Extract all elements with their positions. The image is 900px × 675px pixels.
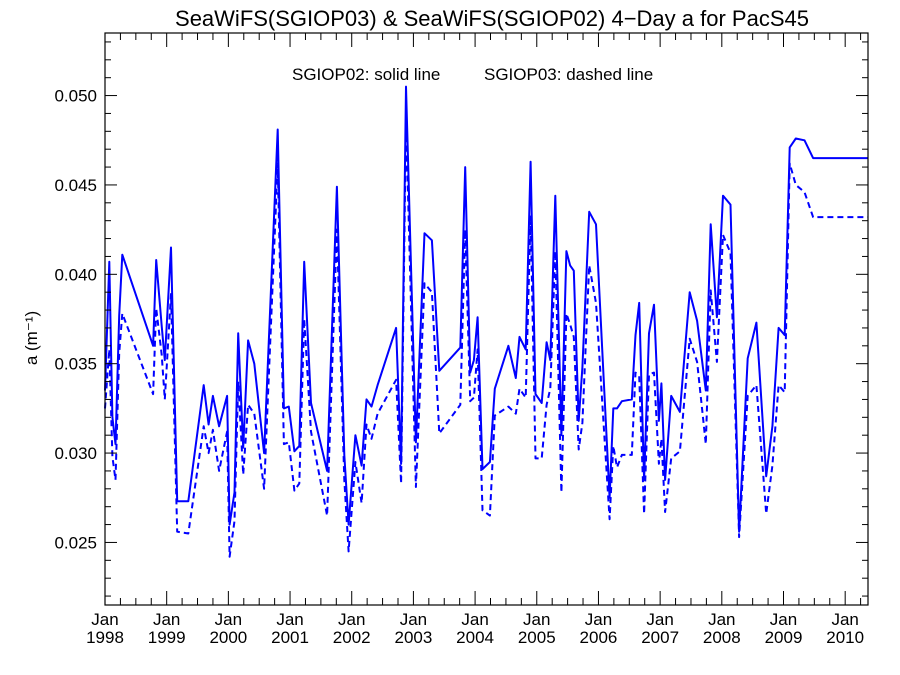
y-tick-label: 0.025 xyxy=(54,533,97,552)
x-tick-label-month: Jan xyxy=(276,610,303,629)
x-tick-label-month: Jan xyxy=(770,610,797,629)
x-tick-label-month: Jan xyxy=(400,610,427,629)
x-tick-label-month: Jan xyxy=(585,610,612,629)
legend-note-dashed: SGIOP03: dashed line xyxy=(484,65,653,84)
x-tick-label-year: 2007 xyxy=(641,628,679,647)
series-line-sgiop03 xyxy=(104,117,868,558)
x-tick-label-year: 2004 xyxy=(456,628,494,647)
x-tick-label-month: Jan xyxy=(91,610,118,629)
x-tick-label-year: 1998 xyxy=(86,628,124,647)
x-tick-label-month: Jan xyxy=(831,610,858,629)
x-tick-label-year: 1999 xyxy=(148,628,186,647)
x-tick-label-year: 2009 xyxy=(765,628,803,647)
x-tick-label-year: 2010 xyxy=(826,628,864,647)
legend-note-solid: SGIOP02: solid line xyxy=(292,65,440,84)
x-tick-label-month: Jan xyxy=(461,610,488,629)
x-tick-label-year: 2008 xyxy=(703,628,741,647)
x-tick-label-year: 2006 xyxy=(580,628,618,647)
y-tick-label: 0.050 xyxy=(54,87,97,106)
y-tick-label: 0.035 xyxy=(54,355,97,374)
y-tick-label: 0.040 xyxy=(54,265,97,284)
x-tick-label-month: Jan xyxy=(646,610,673,629)
y-tick-label: 0.045 xyxy=(54,176,97,195)
x-tick-label-year: 2002 xyxy=(333,628,371,647)
plot-frame xyxy=(104,32,869,606)
x-tick-label-year: 2001 xyxy=(271,628,309,647)
x-tick-label-year: 2000 xyxy=(209,628,247,647)
x-tick-label-year: 2003 xyxy=(394,628,432,647)
x-tick-label-month: Jan xyxy=(708,610,735,629)
y-tick-label: 0.030 xyxy=(54,444,97,463)
x-tick-label-month: Jan xyxy=(338,610,365,629)
x-tick-label-month: Jan xyxy=(153,610,180,629)
y-axis-label: a (m⁻¹) xyxy=(22,311,41,365)
x-tick-label-month: Jan xyxy=(215,610,242,629)
x-tick-label-year: 2005 xyxy=(518,628,556,647)
chart-title: SeaWiFS(SGIOP03) & SeaWiFS(SGIOP02) 4−Da… xyxy=(175,6,809,31)
x-tick-label-month: Jan xyxy=(523,610,550,629)
